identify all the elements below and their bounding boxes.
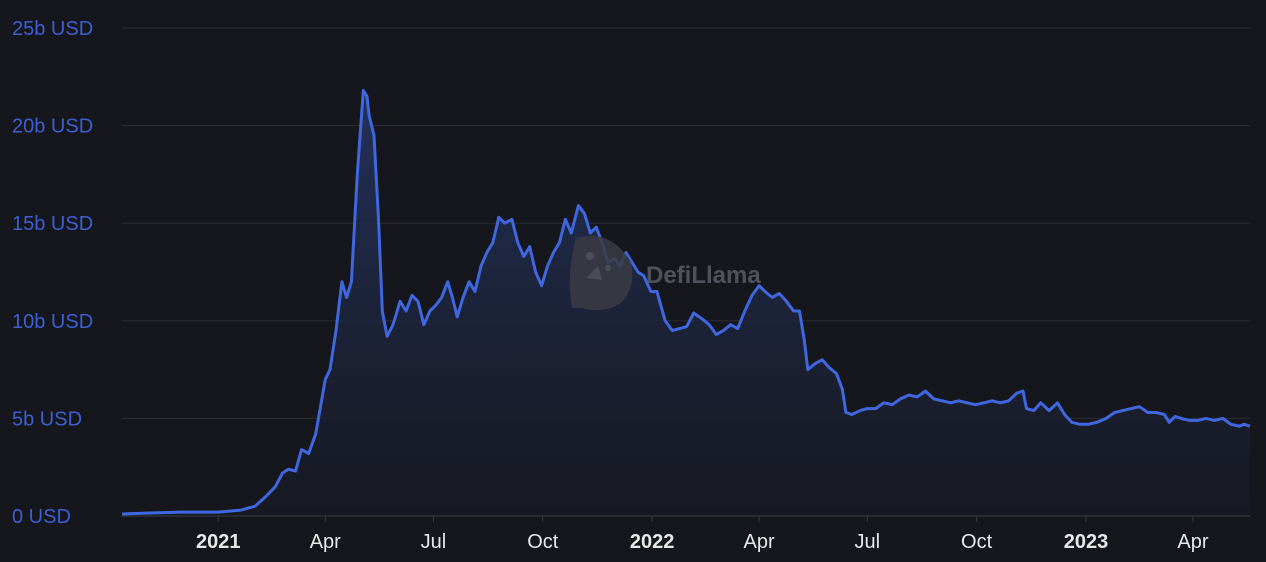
x-axis: 2021 Apr Jul Oct 2022 Apr Jul Oct 2023 Apr bbox=[122, 515, 1250, 553]
data-point[interactable] bbox=[512, 237, 524, 249]
data-point[interactable] bbox=[590, 221, 602, 233]
x-tick-label: Jul bbox=[854, 531, 880, 553]
data-point[interactable] bbox=[469, 286, 481, 298]
data-point[interactable] bbox=[400, 305, 412, 317]
data-point[interactable] bbox=[553, 237, 565, 249]
data-point[interactable] bbox=[418, 319, 430, 331]
watermark-text: DefiLlama bbox=[646, 262, 761, 289]
data-point[interactable] bbox=[836, 383, 848, 395]
y-axis: 0 USD 5b USD 10b USD 15b USD 20b USD 25b USD bbox=[12, 18, 93, 528]
y-tick-label: 0 USD bbox=[12, 506, 71, 528]
data-point[interactable] bbox=[351, 168, 363, 180]
data-point[interactable] bbox=[310, 428, 322, 440]
data-point[interactable] bbox=[376, 305, 388, 317]
x-tick-label: Oct bbox=[527, 531, 559, 553]
data-point[interactable] bbox=[739, 305, 751, 317]
data-point[interactable] bbox=[565, 227, 577, 239]
data-point[interactable] bbox=[659, 315, 671, 327]
data-point[interactable] bbox=[412, 295, 424, 307]
data-point[interactable] bbox=[436, 291, 448, 303]
data-point[interactable] bbox=[260, 491, 272, 503]
x-tick-label: Apr bbox=[1177, 531, 1208, 553]
data-point[interactable] bbox=[530, 266, 542, 278]
y-tick-label: 25b USD bbox=[12, 18, 93, 40]
data-point[interactable] bbox=[381, 330, 393, 342]
y-tick-label: 5b USD bbox=[12, 408, 82, 430]
data-point[interactable] bbox=[446, 291, 458, 303]
data-point[interactable] bbox=[798, 334, 810, 346]
data-point[interactable] bbox=[780, 295, 792, 307]
watermark: DefiLlama bbox=[569, 235, 761, 311]
data-point[interactable] bbox=[387, 319, 399, 331]
data-point[interactable] bbox=[373, 217, 385, 229]
data-point[interactable] bbox=[290, 465, 302, 477]
data-point[interactable] bbox=[487, 237, 499, 249]
data-point[interactable] bbox=[794, 305, 806, 317]
data-point[interactable] bbox=[536, 280, 548, 292]
data-point[interactable] bbox=[703, 319, 715, 331]
data-point[interactable] bbox=[361, 90, 373, 102]
data-point[interactable] bbox=[1017, 385, 1029, 397]
data-point[interactable] bbox=[442, 276, 454, 288]
series-line bbox=[121, 89, 1251, 516]
data-point[interactable] bbox=[269, 481, 281, 493]
data-point[interactable] bbox=[451, 311, 463, 323]
data-point[interactable] bbox=[524, 241, 536, 253]
data-point[interactable] bbox=[330, 325, 342, 337]
data-point[interactable] bbox=[1051, 397, 1063, 409]
data-point[interactable] bbox=[249, 500, 261, 512]
llama-logo-icon bbox=[569, 235, 633, 311]
data-point[interactable] bbox=[345, 276, 357, 288]
series-area bbox=[116, 89, 1256, 520]
data-point[interactable] bbox=[235, 504, 247, 516]
data-point[interactable] bbox=[324, 364, 336, 376]
data-point[interactable] bbox=[457, 291, 469, 303]
data-point[interactable] bbox=[341, 291, 353, 303]
y-tick-label: 20b USD bbox=[12, 116, 93, 138]
data-point[interactable] bbox=[542, 260, 554, 272]
x-tick-label: 2022 bbox=[630, 531, 675, 553]
x-tick-label: Oct bbox=[961, 531, 993, 553]
data-point[interactable] bbox=[506, 213, 518, 225]
x-tick-label: 2023 bbox=[1064, 531, 1109, 553]
data-point[interactable] bbox=[559, 213, 571, 225]
data-point[interactable] bbox=[116, 508, 128, 520]
data-point[interactable] bbox=[830, 368, 842, 380]
data-point[interactable] bbox=[746, 289, 758, 301]
data-point[interactable] bbox=[368, 129, 380, 141]
y-tick-label: 15b USD bbox=[12, 213, 93, 235]
data-point[interactable] bbox=[140, 507, 152, 519]
data-point[interactable] bbox=[578, 207, 590, 219]
x-tick-label: Apr bbox=[310, 531, 341, 553]
data-point[interactable] bbox=[681, 321, 693, 333]
series-area-fill bbox=[122, 90, 1250, 516]
data-point[interactable] bbox=[732, 323, 744, 335]
x-tick-label: Jul bbox=[421, 531, 447, 553]
data-point[interactable] bbox=[1244, 420, 1256, 432]
y-tick-label: 10b USD bbox=[12, 311, 93, 333]
x-tick-label: Apr bbox=[744, 531, 775, 553]
x-tick-label: 2021 bbox=[196, 531, 241, 553]
data-point[interactable] bbox=[303, 448, 315, 460]
data-point[interactable] bbox=[475, 260, 487, 272]
data-point[interactable] bbox=[363, 110, 375, 122]
